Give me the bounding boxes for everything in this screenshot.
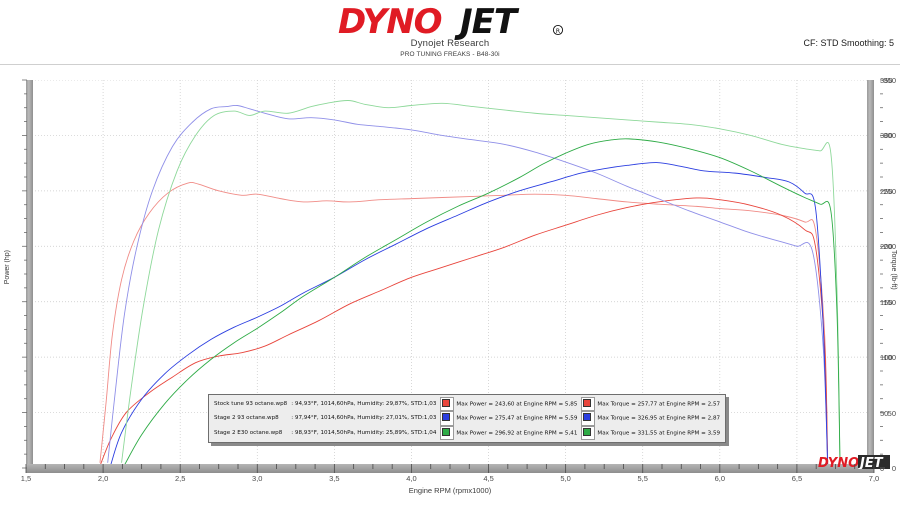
x-tick-label: 7,0 — [868, 474, 880, 483]
legend-run-file: Stage 2 E30 octane.wp8 — [214, 429, 283, 436]
legend-row[interactable]: Stock tune 93 octane.wp8: 94,93°F, 1014,… — [212, 397, 722, 412]
legend-row[interactable]: Stage 2 E30 octane.wp8 : 98,93°F, 1014,50… — [212, 425, 722, 441]
x-tick-label: 3,5 — [329, 474, 340, 483]
x-tick-label: 2,0 — [97, 474, 109, 483]
chart-canvas — [26, 80, 874, 468]
torque-color-swatch — [581, 411, 596, 426]
x-tick-label: 2,5 — [174, 474, 186, 483]
legend-max-torque: Max Torque = 257,77 at Engine RPM = 2,57 — [579, 397, 722, 412]
y-axis-left-title: Power (hp) — [4, 250, 11, 285]
swatch-fill — [442, 399, 451, 407]
legend-max-torque: Max Torque = 331,55 at Engine RPM = 3,59 — [579, 425, 722, 441]
x-tick-label: 5,5 — [637, 474, 648, 483]
legend-max-power-text: Max Power = 243,60 at Engine RPM = 5,85 — [456, 401, 578, 408]
swatch-fill — [583, 399, 592, 407]
legend-max-power: Max Power = 296,92 at Engine RPM = 5,41 — [438, 425, 579, 441]
legend-max-torque-text: Max Torque = 257,77 at Engine RPM = 2,57 — [597, 401, 721, 408]
legend-row[interactable]: Stage 2 93 octane.wp8 : 97,94°F, 1014,60h… — [212, 411, 722, 426]
dynojet-watermark: DYNO JET — [818, 455, 892, 474]
y-tick-label-right: 200 — [880, 242, 893, 252]
legend-table: Stock tune 93 octane.wp8: 94,93°F, 1014,… — [212, 397, 722, 441]
legend-max-power-text: Max Power = 275,47 at Engine RPM = 5,59 — [456, 416, 578, 423]
y-axis-right-bar — [867, 80, 874, 468]
y-tick-label-left: 300 — [883, 131, 896, 141]
x-axis-title: Engine RPM (rpmx1000) — [408, 486, 492, 495]
y-tick-label-right: 100 — [880, 353, 893, 363]
power-color-swatch — [440, 397, 455, 412]
legend-max-power: Max Power = 275,47 at Engine RPM = 5,59 — [438, 411, 579, 426]
plot-area — [26, 80, 874, 468]
svg-text:DYNO: DYNO — [338, 4, 442, 40]
swatch-fill — [442, 413, 451, 422]
correction-factor-note: CF: STD Smoothing: 5 — [803, 38, 894, 48]
power-color-swatch — [440, 411, 455, 426]
y-axis-right-title: Torque (lb-ft) — [890, 250, 897, 290]
x-tick-label: 4,5 — [483, 474, 494, 483]
swatch-fill — [583, 427, 592, 436]
svg-text:DYNO: DYNO — [818, 456, 859, 469]
legend-max-power: Max Power = 243,60 at Engine RPM = 5,85 — [438, 397, 579, 412]
legend-run-conditions: : 97,94°F, 1014,60hPa, Humidity: 27,01%,… — [291, 415, 437, 422]
dynojet-logo: DYNO JET R — [300, 4, 600, 40]
header: DYNO JET R Dynojet Research PRO TUNING F… — [0, 0, 900, 66]
y-tick-label-right: 150 — [880, 297, 893, 307]
svg-text:R: R — [556, 28, 560, 35]
y-tick-label-left: 150 — [883, 297, 896, 307]
y-tick-label-right: 250 — [880, 186, 893, 196]
torque-color-swatch — [581, 397, 596, 412]
header-divider — [0, 64, 900, 65]
x-tick-label: 6,0 — [714, 474, 726, 483]
legend-max-torque-text: Max Torque = 326,95 at Engine RPM = 2,87 — [597, 416, 721, 423]
y-tick-label-left: 200 — [883, 242, 896, 252]
y-tick-label-left: 350 — [883, 76, 896, 85]
y-tick-label-left: 100 — [883, 353, 896, 363]
swatch-fill — [442, 427, 451, 436]
run-legend[interactable]: Stock tune 93 octane.wp8: 94,93°F, 1014,… — [208, 394, 727, 444]
y-tick-label-right: 350 — [880, 76, 893, 85]
legend-run-file: Stage 2 93 octane.wp8 — [214, 415, 279, 422]
x-tick-label: 1,5 — [20, 474, 32, 483]
swatch-fill — [583, 413, 592, 422]
legend-max-power-text: Max Power = 296,92 at Engine RPM = 5,41 — [456, 430, 578, 437]
x-tick-label: 4,0 — [406, 474, 417, 483]
y-tick-label-left: 0 — [891, 464, 896, 473]
x-tick-label: 5,0 — [560, 474, 571, 483]
x-tick-label: 6,5 — [791, 474, 803, 483]
x-tick-label: 3,0 — [252, 474, 263, 483]
y-tick-label-right: 50 — [880, 408, 889, 418]
svg-text:JET: JET — [454, 4, 520, 40]
y-axis-left-bar — [26, 80, 33, 468]
svg-text:JET: JET — [857, 456, 884, 469]
legend-run-file: Stock tune 93 octane.wp8 — [214, 401, 288, 407]
y-tick-label-right: 300 — [880, 131, 893, 141]
legend-run-conditions: : 98,93°F, 1014,50hPa, Humidity: 25,89%,… — [291, 429, 437, 436]
shop-subtitle: PRO TUNING FREAKS - B48-30i — [400, 51, 500, 58]
y-tick-label-left: 50 — [887, 408, 896, 418]
legend-max-torque-text: Max Torque = 331,55 at Engine RPM = 3,59 — [597, 430, 721, 437]
brand-line: Dynojet Research — [410, 38, 490, 49]
legend-run-conditions: : 94,93°F, 1014,60hPa, Humidity: 29,87%,… — [291, 401, 437, 407]
power-color-swatch — [440, 425, 455, 441]
legend-max-torque: Max Torque = 326,95 at Engine RPM = 2,87 — [579, 411, 722, 426]
torque-color-swatch — [581, 425, 596, 441]
y-tick-label-left: 250 — [883, 186, 896, 196]
x-axis-bar — [26, 464, 874, 473]
